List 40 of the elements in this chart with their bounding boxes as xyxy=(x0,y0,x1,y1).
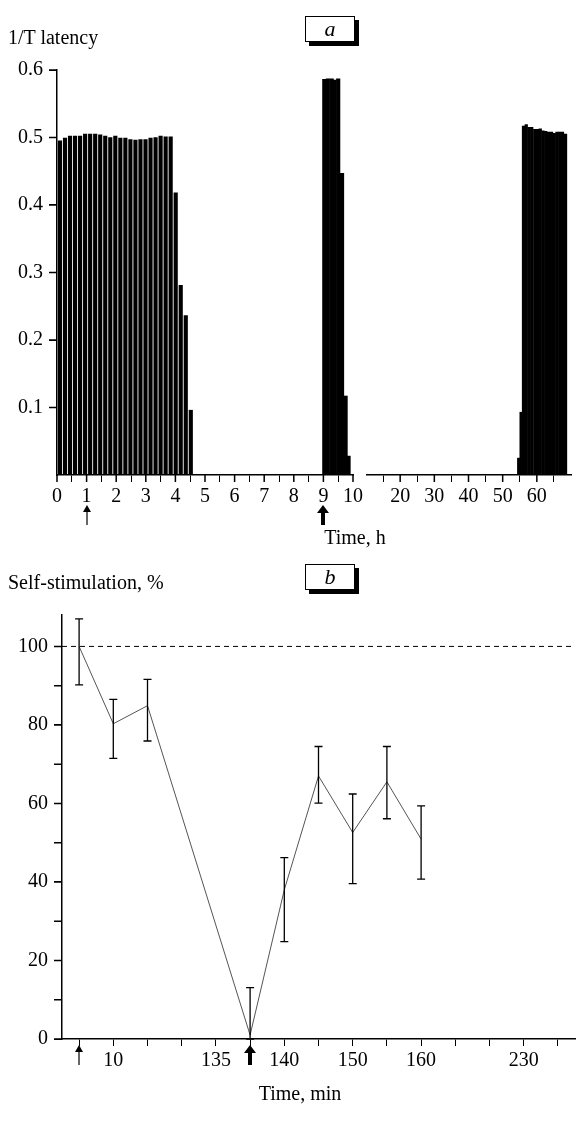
y-tick-label: 80 xyxy=(28,712,48,735)
x-tick-label: 2 xyxy=(111,484,122,507)
x-tick-label: 230 xyxy=(508,1048,539,1071)
y-axis-title: Self-stimulation, % xyxy=(8,571,164,594)
x-tick-label: 50 xyxy=(492,484,513,507)
x-tick-label: 40 xyxy=(458,484,479,507)
x-tick-label: 20 xyxy=(390,484,411,507)
x-tick-label: 7 xyxy=(259,484,270,507)
x-tick-label: 160 xyxy=(406,1048,437,1071)
x-tick-label: 9 xyxy=(318,484,329,507)
y-tick-label: 0.3 xyxy=(18,259,43,282)
x-tick-label: 30 xyxy=(424,484,445,507)
x-tick-label: 10 xyxy=(103,1048,124,1071)
x-axis-title: Time, min xyxy=(257,1082,343,1105)
y-tick-label: 0.2 xyxy=(18,327,43,350)
y-tick-label: 60 xyxy=(28,790,48,813)
y-tick-label: 0.1 xyxy=(18,394,43,417)
x-tick-label: 140 xyxy=(269,1048,300,1071)
chart-title: b xyxy=(305,564,355,590)
x-tick-label: 1 xyxy=(81,484,92,507)
x-axis-title: Time, h xyxy=(323,526,387,549)
chart-title: a xyxy=(305,16,355,42)
x-tick-label: 135 xyxy=(200,1048,231,1071)
x-tick-label: 0 xyxy=(52,484,62,507)
x-tick-label: 8 xyxy=(288,484,299,507)
x-tick-label: 5 xyxy=(200,484,210,507)
y-axis-title: 1/T latency xyxy=(8,26,99,49)
y-tick-label: 0.5 xyxy=(18,124,43,147)
x-tick-label: 60 xyxy=(526,484,547,507)
y-tick-label: 40 xyxy=(28,869,48,892)
x-tick-label: 6 xyxy=(229,484,240,507)
y-tick-label: 0.4 xyxy=(18,192,43,215)
y-tick-label: 20 xyxy=(28,947,48,970)
x-tick-label: 3 xyxy=(140,484,151,507)
y-tick-label: 0.6 xyxy=(18,57,43,80)
y-tick-label: 0 xyxy=(38,1026,48,1049)
x-tick-label: 150 xyxy=(337,1048,368,1071)
x-tick-label: 4 xyxy=(170,484,181,507)
x-tick-label: 10 xyxy=(343,484,363,507)
y-tick-label: 100 xyxy=(18,633,48,656)
